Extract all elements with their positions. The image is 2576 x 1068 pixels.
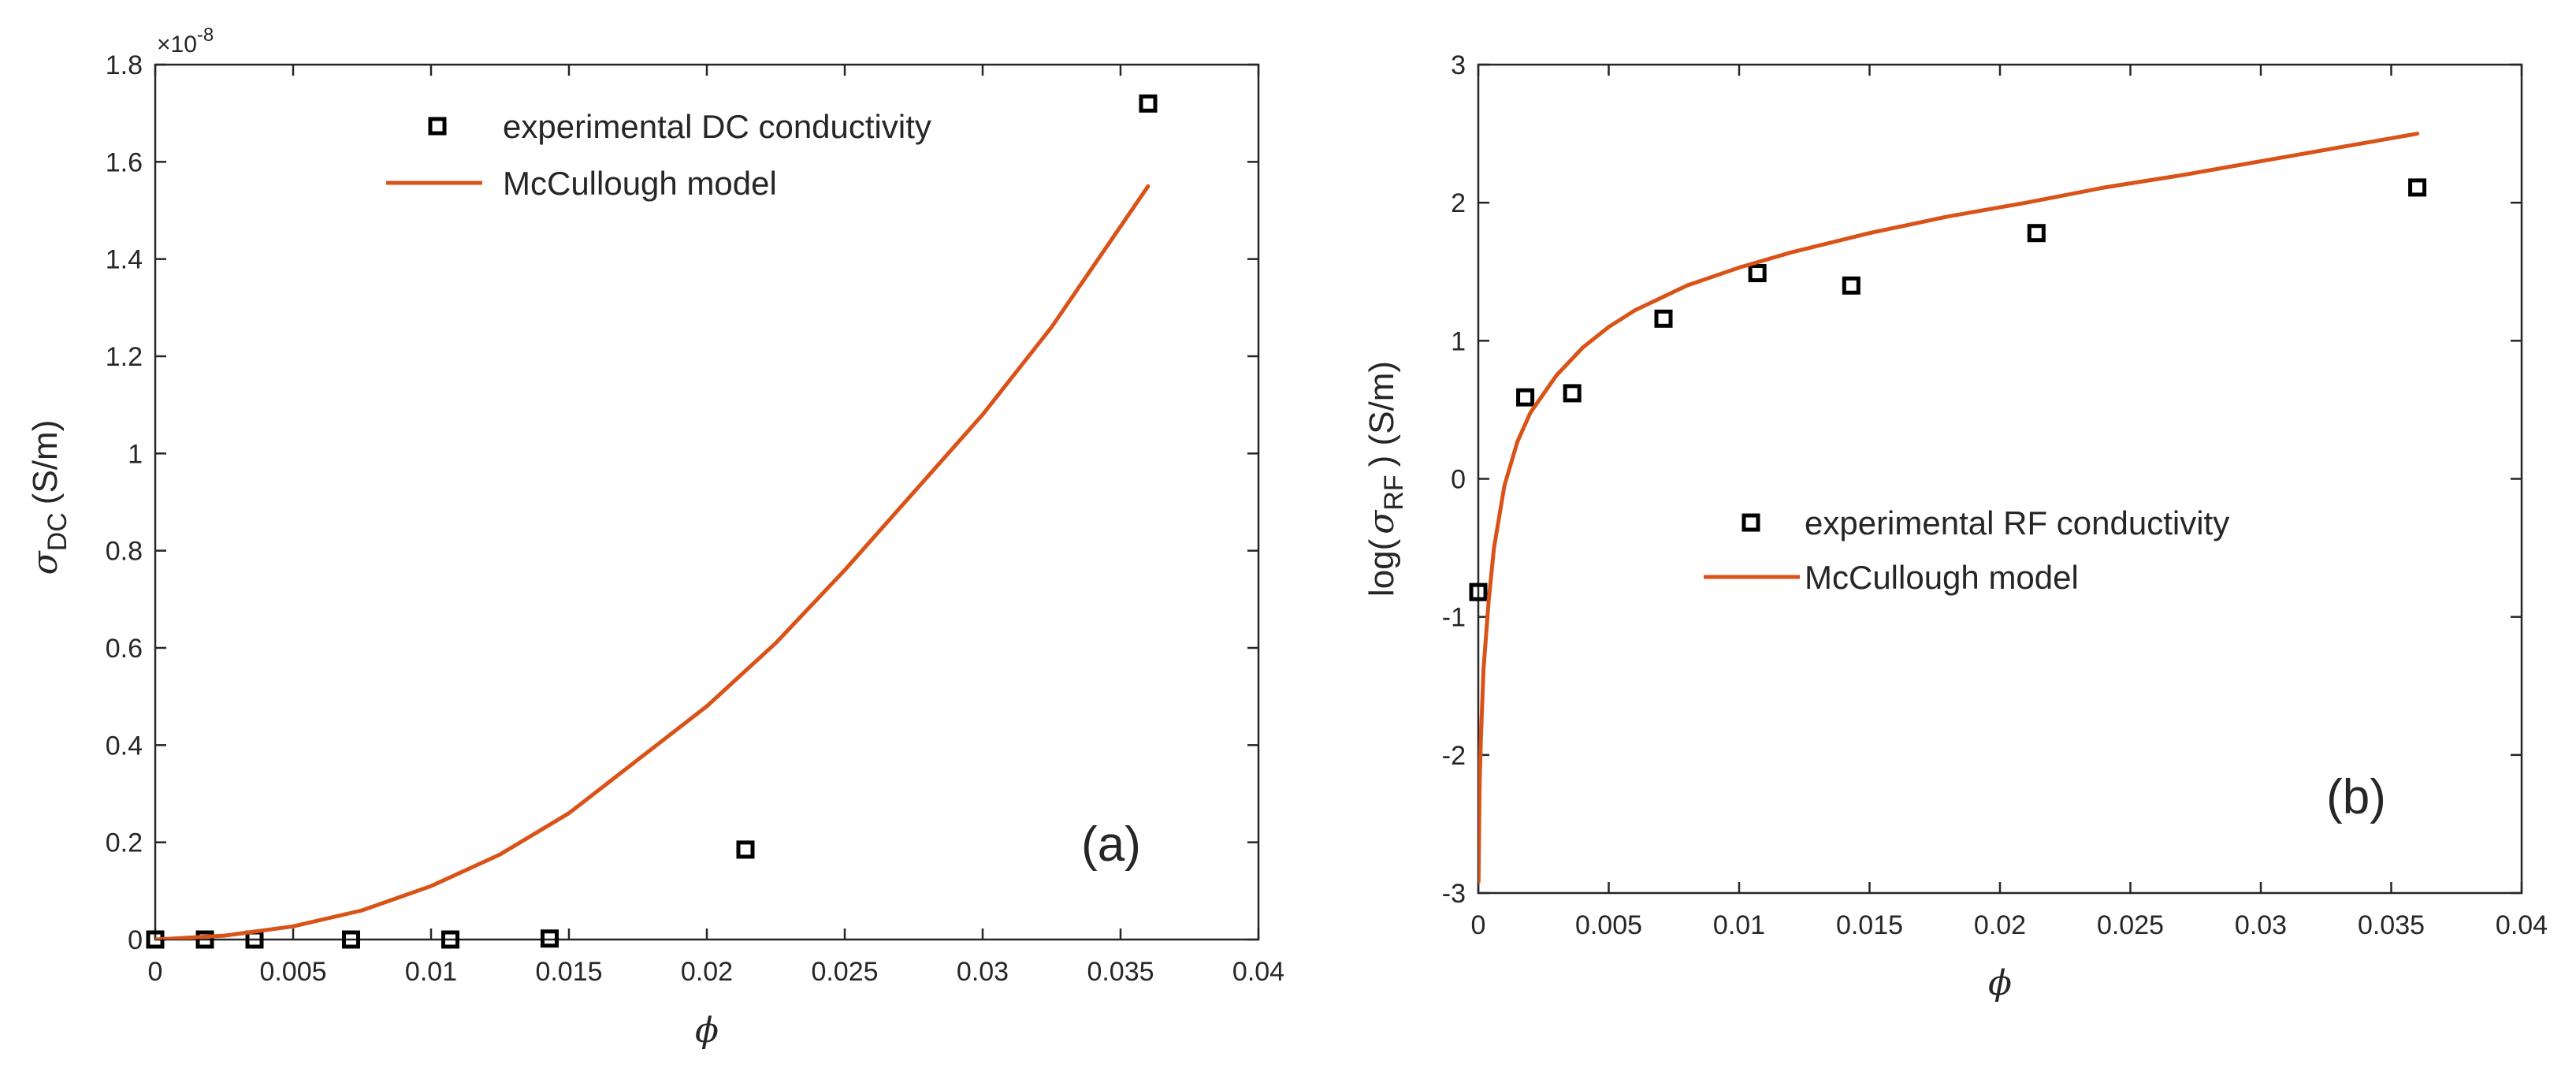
x-axis-label: ϕ xyxy=(1988,963,2012,1003)
data-point-marker xyxy=(1748,264,1767,283)
legend-label-experimental: experimental DC conductivity xyxy=(503,108,931,145)
data-point-marker xyxy=(541,929,559,948)
x-tick-label: 0.01 xyxy=(405,957,457,987)
y-label-suffix: ) (S/m) xyxy=(1362,361,1401,467)
legend: experimental RF conductivity McCullough m… xyxy=(1704,504,2229,596)
x-tick-label: 0.01 xyxy=(1713,910,1765,940)
y-exponent-base: ×10 xyxy=(157,32,197,58)
y-tick-label: 0.4 xyxy=(106,731,143,761)
x-tick-label: 0.04 xyxy=(2496,910,2548,940)
panel-label: (b) xyxy=(2326,770,2386,824)
y-exponent-label: ×10-8 xyxy=(157,24,214,58)
legend-label-model: McCullough model xyxy=(503,165,777,202)
y-tick-label: 0 xyxy=(1451,465,1466,495)
data-point-marker xyxy=(2027,224,2046,243)
x-tick-label: 0.005 xyxy=(259,957,326,987)
y-tick-label: 1 xyxy=(128,439,143,469)
x-tick-label: 0 xyxy=(148,957,163,987)
y-label-sub: RF xyxy=(1379,474,1409,510)
x-tick-label: 0.02 xyxy=(681,957,733,987)
x-tick-label: 0 xyxy=(1471,910,1486,940)
data-point-marker xyxy=(1842,276,1860,295)
y-axis-label: log( σRF ) (S/m) xyxy=(1362,361,1409,597)
x-tick-label: 0.03 xyxy=(957,957,1009,987)
series-line-mccullough-model xyxy=(155,184,1150,940)
data-point-marker xyxy=(2408,178,2427,197)
panel-label: (a) xyxy=(1081,817,1141,872)
data-point-marker xyxy=(441,930,459,949)
y-tick-label: 0 xyxy=(128,925,143,955)
legend-marker-square xyxy=(428,117,447,136)
x-tick-label: 0.035 xyxy=(2358,910,2425,940)
data-point-marker xyxy=(1516,388,1535,407)
x-axis-label: ϕ xyxy=(695,1010,719,1051)
plot-frame xyxy=(154,63,1260,941)
y-label-unit: (S/m) xyxy=(26,420,65,505)
series-line-mccullough-model xyxy=(1478,132,2420,884)
data-point-marker xyxy=(736,840,755,859)
legend: experimental DC conductivity McCullough m… xyxy=(386,108,931,202)
data-point-marker xyxy=(342,930,360,949)
x-tick-label: 0.04 xyxy=(1232,957,1284,987)
data-point-marker xyxy=(1563,384,1582,403)
y-tick-label: -2 xyxy=(1442,741,1466,771)
y-tick-label: 1.4 xyxy=(106,245,143,275)
y-label-prefix: log( xyxy=(1362,538,1401,597)
y-label-symbol: σ xyxy=(1362,509,1402,534)
x-tick-label: 0.025 xyxy=(2097,910,2164,940)
data-point-marker xyxy=(1654,309,1673,328)
y-tick-label: 0.2 xyxy=(106,828,143,858)
y-tick-label: 1.6 xyxy=(106,147,143,177)
y-tick-label: -3 xyxy=(1442,879,1466,909)
y-tick-label: 1 xyxy=(1451,326,1466,356)
y-tick-label: 1.2 xyxy=(106,342,143,372)
x-tick-label: 0.02 xyxy=(1974,910,2026,940)
x-tick-label: 0.015 xyxy=(535,957,602,987)
y-exponent-power: -8 xyxy=(197,24,214,46)
y-tick-label: 1.8 xyxy=(106,50,143,80)
y-tick-label: 0.6 xyxy=(106,634,143,664)
x-tick-label: 0.005 xyxy=(1575,910,1642,940)
y-axis-label: σDC (S/m) xyxy=(25,420,72,575)
legend-marker-square xyxy=(1741,513,1760,532)
x-tick-label: 0.035 xyxy=(1087,957,1154,987)
data-point-marker xyxy=(1139,94,1158,113)
x-tick-label: 0.015 xyxy=(1836,910,1903,940)
y-label-sub: DC xyxy=(43,512,72,551)
y-tick-label: 3 xyxy=(1451,50,1466,80)
y-tick-label: 0.8 xyxy=(106,537,143,567)
legend-label-model: McCullough model xyxy=(1805,559,2079,596)
data-point-marker xyxy=(1469,582,1488,601)
chart-panel-b: 0 0.005 0.01 0.015 0.02 0.025 0.03 0.035 0.04 -3 -… xyxy=(1362,50,2548,1003)
plot-frame xyxy=(1477,63,2523,895)
y-tick-label: 2 xyxy=(1451,188,1466,218)
y-tick-label: -1 xyxy=(1442,603,1466,633)
y-label-symbol: σ xyxy=(25,549,65,575)
x-tick-label: 0.03 xyxy=(2235,910,2287,940)
x-tick-label: 0.025 xyxy=(811,957,878,987)
data-point-marker xyxy=(195,930,214,949)
chart-panel-a: 0 0.005 0.01 0.015 0.02 0.025 0.03 0.035 0.04 0 0.… xyxy=(25,24,1284,1051)
legend-label-experimental: experimental RF conductivity xyxy=(1805,504,2229,541)
